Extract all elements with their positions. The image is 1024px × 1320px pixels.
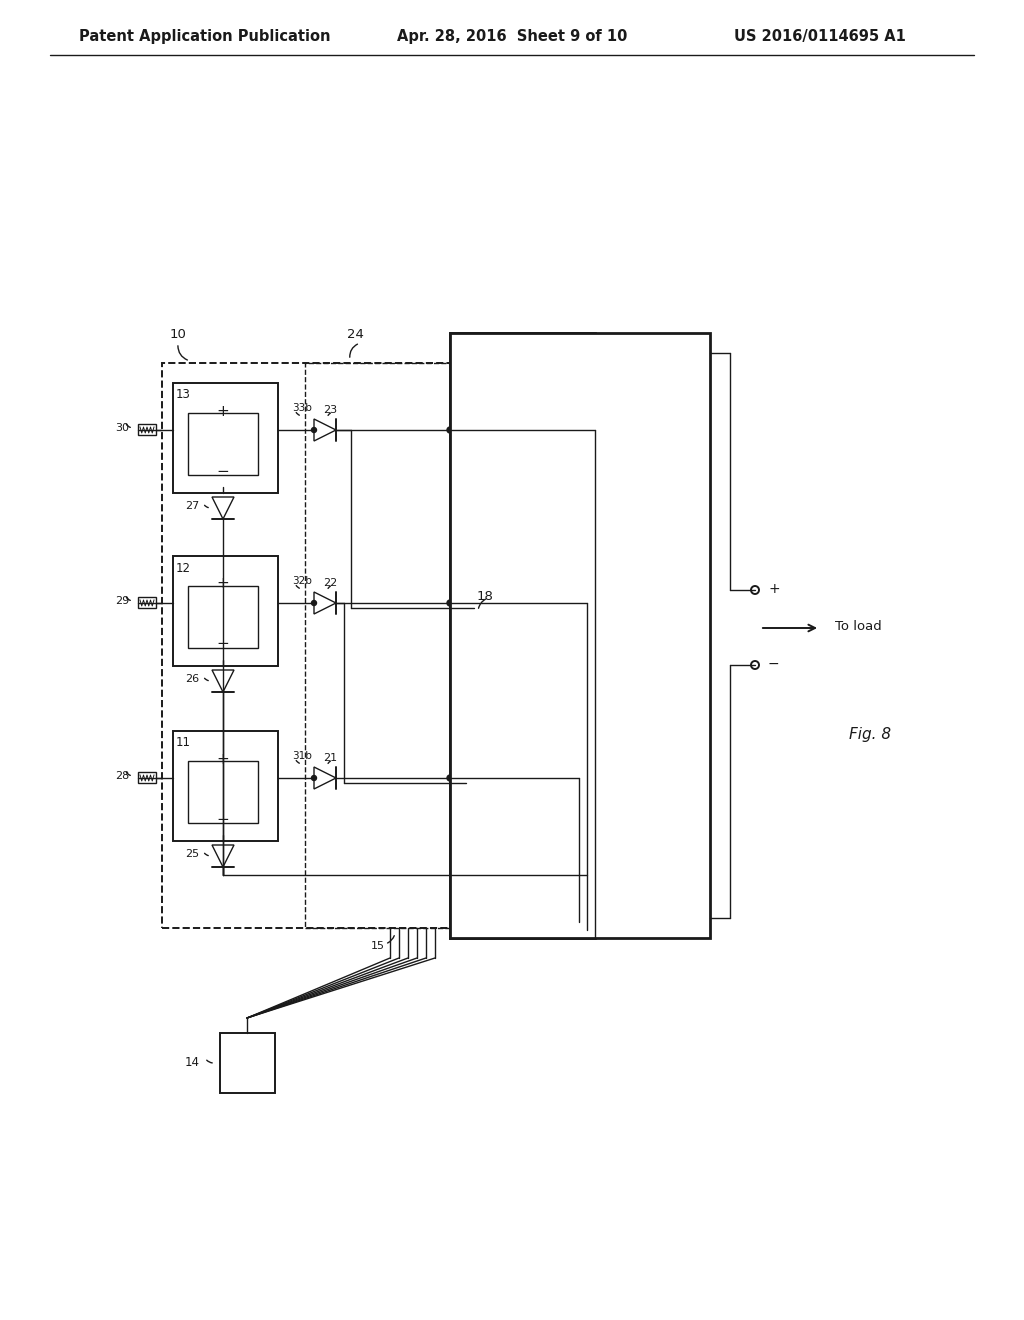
Circle shape	[447, 601, 453, 606]
Text: 14: 14	[185, 1056, 200, 1069]
Text: −: −	[217, 463, 229, 479]
Text: 33b: 33b	[292, 403, 312, 413]
Text: 23: 23	[323, 405, 337, 414]
Text: −: −	[768, 657, 779, 671]
Bar	[450, 333, 710, 939]
Text: +: +	[768, 582, 779, 597]
Circle shape	[311, 428, 316, 433]
Circle shape	[311, 601, 316, 606]
Text: 21: 21	[323, 752, 337, 763]
Text: US 2016/0114695 A1: US 2016/0114695 A1	[734, 29, 906, 45]
Bar	[138, 597, 156, 609]
Bar	[474, 356, 571, 913]
Bar	[466, 348, 579, 921]
Text: 18: 18	[476, 590, 494, 602]
Text: 32b: 32b	[292, 576, 312, 586]
Text: 10: 10	[170, 329, 186, 342]
Text: +: +	[217, 751, 229, 767]
Circle shape	[447, 426, 453, 433]
Bar	[220, 1034, 275, 1093]
Bar	[188, 586, 258, 648]
Text: 30: 30	[115, 422, 129, 433]
Bar	[138, 772, 156, 783]
Bar	[138, 424, 156, 436]
Text: 25: 25	[185, 849, 199, 859]
Text: 11: 11	[175, 737, 190, 750]
Text: −: −	[217, 636, 229, 652]
Bar	[188, 762, 258, 822]
Text: +: +	[217, 404, 229, 418]
Circle shape	[311, 776, 316, 780]
Text: 13: 13	[175, 388, 190, 401]
Text: Apr. 28, 2016  Sheet 9 of 10: Apr. 28, 2016 Sheet 9 of 10	[397, 29, 627, 45]
Text: 15: 15	[371, 941, 385, 950]
Text: 27: 27	[184, 502, 199, 511]
Text: To load: To load	[835, 619, 882, 632]
Text: 22: 22	[323, 578, 337, 587]
Text: 24: 24	[346, 329, 364, 342]
Bar	[173, 556, 278, 667]
Bar	[173, 383, 278, 492]
Text: Fig. 8: Fig. 8	[849, 727, 891, 742]
Bar	[188, 413, 258, 475]
Text: Patent Application Publication: Patent Application Publication	[79, 29, 331, 45]
Circle shape	[447, 775, 453, 781]
Text: 31b: 31b	[292, 751, 312, 762]
Text: 26: 26	[185, 675, 199, 684]
Bar	[458, 341, 587, 931]
Text: 29: 29	[115, 597, 129, 606]
Text: −: −	[217, 812, 229, 826]
Text: 12: 12	[175, 561, 190, 574]
Bar	[450, 333, 595, 939]
Bar	[173, 731, 278, 841]
Text: 28: 28	[115, 771, 129, 781]
Text: +: +	[217, 577, 229, 591]
